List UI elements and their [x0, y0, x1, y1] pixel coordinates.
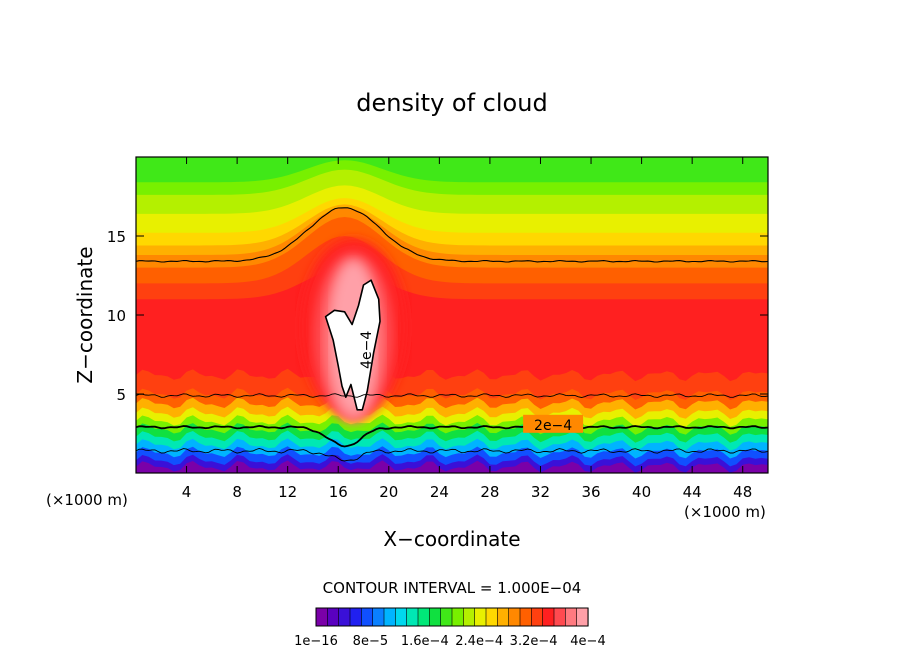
contour-interval-text: CONTOUR INTERVAL = 1.000E−04 — [323, 579, 582, 597]
contour-4e-4 — [324, 279, 381, 411]
colorbar-swatch — [542, 607, 555, 627]
x-tick-label: 12 — [278, 483, 297, 501]
x-tick-label: 44 — [683, 483, 702, 501]
colorbar-swatch — [361, 607, 374, 627]
colorbar-swatch — [417, 607, 430, 627]
x-tick-label: 48 — [733, 483, 752, 501]
colorbar-swatch — [372, 607, 385, 627]
colorbar-swatch — [338, 607, 351, 627]
contour-1e-4 — [136, 448, 768, 462]
colorbar-swatch — [576, 607, 589, 627]
contour-upper-1e-4 — [136, 207, 768, 263]
colorbar-tick-labels: 1e−16 8e−5 1.6e−4 2.4e−4 3.2e−4 4e−4 — [294, 634, 606, 649]
colorbar-frame — [315, 607, 589, 627]
colorbar-swatch — [451, 607, 464, 627]
colorbar-swatch — [383, 607, 396, 627]
x-axis-ticks: 4 8 12 16 20 24 28 32 36 40 44 48 — [182, 157, 752, 501]
y-axis-label: Z−coordinate — [73, 246, 97, 383]
colorbar-swatch — [395, 607, 408, 627]
colorbar — [315, 607, 589, 627]
colorbar-swatch — [406, 607, 419, 627]
contour-label-4e-4: 4e−4 — [359, 331, 375, 369]
x-tick-label: 28 — [480, 483, 499, 501]
colorbar-tick-label: 1.6e−4 — [401, 634, 449, 649]
colorbar-swatch — [327, 607, 340, 627]
x-tick-label: 4 — [182, 483, 192, 501]
cloud-plume — [300, 239, 407, 423]
colorbar-swatch — [429, 607, 442, 627]
contour-labels: 4e−4 2e−4 — [359, 331, 584, 434]
colorbar-tick-label: 8e−5 — [353, 634, 388, 649]
x-tick-label: 16 — [329, 483, 348, 501]
colorbar-swatch — [485, 607, 498, 627]
chart-title: density of cloud — [356, 89, 547, 117]
x-tick-label: 32 — [531, 483, 550, 501]
x-tick-label: 24 — [430, 483, 449, 501]
colorbar-tick-label: 2.4e−4 — [455, 634, 503, 649]
colorbar-swatch — [531, 607, 544, 627]
plot-area — [136, 157, 768, 473]
x-tick-label: 8 — [232, 483, 242, 501]
colorbar-swatch — [519, 607, 532, 627]
contour-label-bg — [523, 414, 584, 433]
colorbar-swatch — [497, 607, 510, 627]
colorbar-swatch — [349, 607, 362, 627]
x-tick-label: 36 — [581, 483, 600, 501]
colorbar-swatch — [508, 607, 521, 627]
colorbar-tick-label: 1e−16 — [294, 634, 338, 649]
contour-lower-3e-4 — [136, 393, 768, 398]
y-axis-ticks: 5 10 15 — [107, 228, 768, 404]
x-tick-label: 40 — [632, 483, 651, 501]
colorbar-swatch — [315, 607, 328, 627]
density-band — [136, 460, 768, 473]
contour-2e-4 — [136, 424, 768, 448]
y-tick-label: 15 — [107, 228, 126, 246]
y-tick-label: 5 — [116, 386, 126, 404]
contour-lines — [136, 207, 768, 462]
x-axis-label: X−coordinate — [383, 527, 520, 551]
y-tick-label: 10 — [107, 307, 126, 325]
colorbar-swatch — [463, 607, 476, 627]
colorbar-swatch — [553, 607, 566, 627]
colorbar-swatch — [440, 607, 453, 627]
density-bands — [136, 160, 768, 473]
colorbar-swatch — [474, 607, 487, 627]
colorbar-tick-label: 4e−4 — [570, 634, 605, 649]
x-unit-label-right: (×1000 m) — [684, 503, 766, 521]
colorbar-tick-label: 3.2e−4 — [510, 634, 558, 649]
colorbar-swatch — [565, 607, 578, 627]
x-tick-label: 20 — [379, 483, 398, 501]
x-unit-label-left: (×1000 m) — [46, 491, 128, 509]
contour-label-2e-4: 2e−4 — [534, 418, 572, 434]
